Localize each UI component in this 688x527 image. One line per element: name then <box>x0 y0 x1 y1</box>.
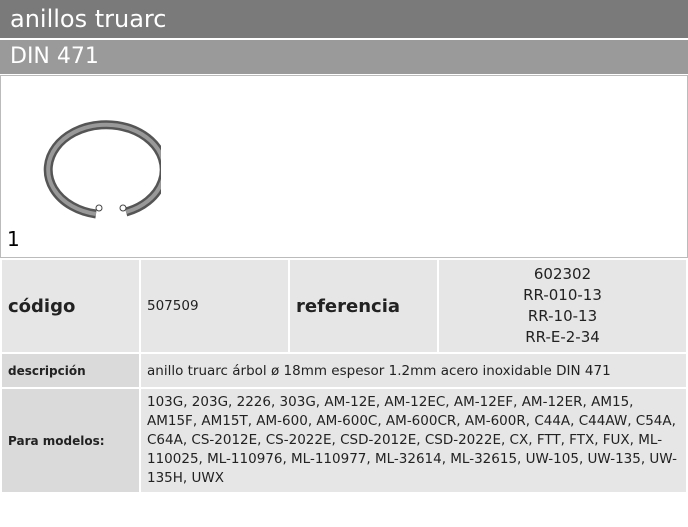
references: 602302 RR-010-13 RR-10-13 RR-E-2-34 <box>437 258 688 354</box>
image-label: 1 <box>7 227 20 251</box>
reference: RR-010-13 <box>523 286 602 304</box>
subtitle-bar: DIN 471 <box>0 40 688 74</box>
models-label: Para modelos: <box>0 387 141 494</box>
reference-label: referencia <box>288 258 439 354</box>
reference: RR-10-13 <box>527 307 598 325</box>
title-bar: anillos truarc <box>0 0 688 38</box>
reference: 602302 <box>533 265 592 283</box>
models: 103G, 203G, 2226, 303G, AM-12E, AM-12EC,… <box>139 387 688 494</box>
ring-image <box>43 120 161 219</box>
spec-table: código 507509 referencia 602302 RR-010-13… <box>0 258 688 494</box>
code: 507509 <box>139 258 290 354</box>
description: anillo truarc árbol ø 18mm espesor 1.2mm… <box>139 352 688 389</box>
code-label: código <box>0 258 141 354</box>
image-area: 1 <box>0 75 688 258</box>
description-label: descripción <box>0 352 141 389</box>
reference: RR-E-2-34 <box>525 328 600 346</box>
